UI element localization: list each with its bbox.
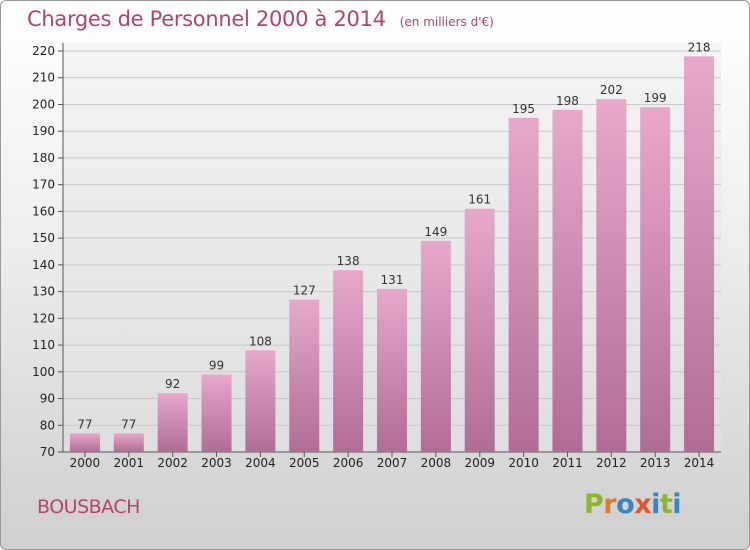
x-tick-label: 2013 <box>640 456 671 470</box>
x-tick-label: 2004 <box>245 456 276 470</box>
y-tick-label: 200 <box>32 97 55 111</box>
data-label: 149 <box>424 225 447 239</box>
y-tick-label: 130 <box>32 285 55 299</box>
bar <box>640 107 671 452</box>
y-tick-label: 120 <box>32 311 55 325</box>
bar <box>508 117 539 452</box>
y-tick-label: 140 <box>32 258 55 272</box>
x-tick-label: 2007 <box>377 456 408 470</box>
x-tick-label: 2009 <box>464 456 495 470</box>
chart-title-text: Charges de Personnel 2000 à 2014 <box>27 7 386 31</box>
chart-title: Charges de Personnel 2000 à 2014 (en mill… <box>27 7 494 31</box>
logo-letter: o <box>616 489 635 520</box>
data-label: 138 <box>337 254 360 268</box>
data-label: 202 <box>600 83 623 97</box>
data-label: 199 <box>644 91 667 105</box>
data-label: 99 <box>209 358 224 372</box>
bar <box>333 270 364 452</box>
x-tick-label: 2006 <box>333 456 364 470</box>
logo-letter: r <box>603 489 617 520</box>
value-labels: 77 77 92 99 108 127 138 131 149 161 195 198 202 199 21… <box>77 40 710 431</box>
bar <box>464 208 495 452</box>
x-tick-label: 2002 <box>157 456 188 470</box>
bar <box>684 56 715 452</box>
x-tick-label: 2008 <box>421 456 452 470</box>
x-tick-label: 2014 <box>684 456 715 470</box>
x-tick-label: 2003 <box>201 456 232 470</box>
data-label: 77 <box>77 417 92 431</box>
bar <box>289 299 320 452</box>
data-label: 127 <box>293 284 316 298</box>
logo-letter: i <box>651 489 660 520</box>
data-label: 92 <box>165 377 180 391</box>
y-tick-label: 100 <box>32 365 55 379</box>
bar <box>245 350 276 452</box>
bar <box>201 374 232 452</box>
y-tick-label: 70 <box>40 445 55 459</box>
commune-name: BOUSBACH <box>37 496 140 518</box>
y-tick-label: 110 <box>32 338 55 352</box>
bar <box>377 288 407 452</box>
x-tick-labels: 2000 2001 2002 2003 2004 2005 2006 2007 2008 2009… <box>70 456 715 470</box>
x-tick-label: 2011 <box>552 456 583 470</box>
data-label: 198 <box>556 94 579 108</box>
x-tick-label: 2000 <box>70 456 101 470</box>
bar <box>157 393 188 452</box>
y-tick-label: 170 <box>32 178 55 192</box>
y-tick-label: 80 <box>40 418 55 432</box>
y-tick-label: 190 <box>32 124 55 138</box>
x-tick-label: 2012 <box>596 456 627 470</box>
logo-letter: x <box>634 489 652 520</box>
bar <box>113 433 144 452</box>
logo-letter: i <box>672 489 682 520</box>
data-label: 161 <box>468 193 491 207</box>
proxiti-logo: Proxiti <box>584 489 682 520</box>
x-tick-label: 2001 <box>114 456 145 470</box>
logo-letter: P <box>584 489 604 520</box>
bar <box>552 109 583 453</box>
y-tick-label: 210 <box>32 71 55 85</box>
bar <box>596 99 627 453</box>
data-label: 77 <box>121 417 136 431</box>
y-tick-label: 160 <box>32 204 55 218</box>
y-tick-label: 90 <box>40 392 55 406</box>
data-label: 131 <box>381 273 404 287</box>
logo-letter: t <box>659 489 673 520</box>
y-tick-labels: 70 80 90 100 110 120 130 140 150 160 170 180 190 200 2… <box>32 44 55 459</box>
y-tick-label: 150 <box>32 231 55 245</box>
data-label: 218 <box>688 40 711 54</box>
bar <box>69 433 100 452</box>
x-tick-label: 2010 <box>508 456 539 470</box>
bar <box>420 240 451 452</box>
bars <box>69 56 715 453</box>
y-tick-label: 180 <box>32 151 55 165</box>
x-tick-label: 2005 <box>289 456 320 470</box>
chart-subtitle: (en milliers d'€) <box>399 15 494 29</box>
y-tick-label: 220 <box>32 44 55 58</box>
data-label: 108 <box>249 334 272 348</box>
data-label: 195 <box>512 102 535 116</box>
